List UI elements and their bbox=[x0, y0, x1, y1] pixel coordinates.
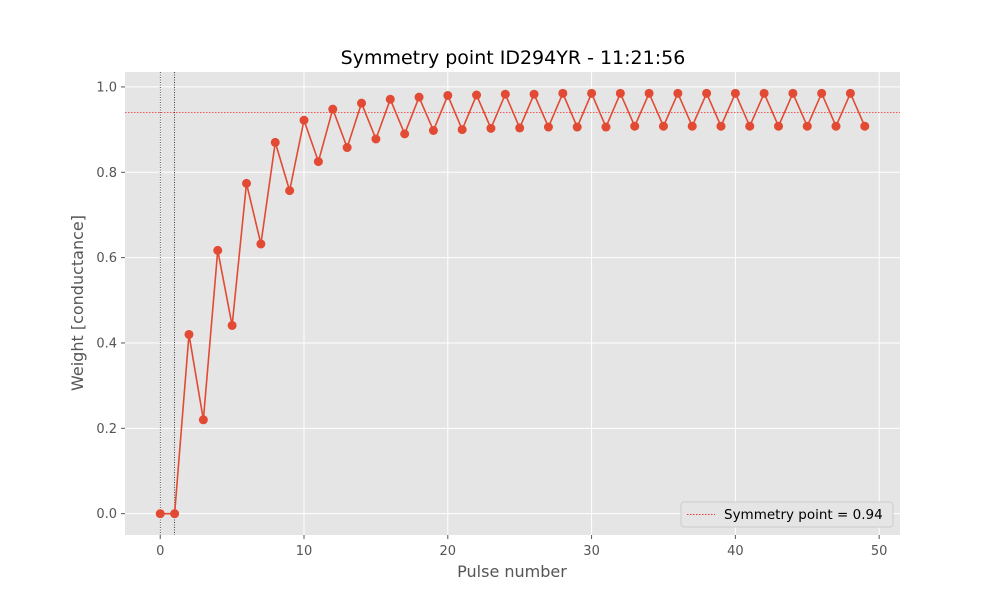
data-point bbox=[213, 245, 223, 255]
data-point bbox=[630, 121, 640, 131]
data-series bbox=[155, 88, 870, 519]
data-point bbox=[572, 122, 582, 132]
data-point bbox=[730, 88, 740, 98]
data-point bbox=[472, 90, 482, 100]
data-point bbox=[357, 98, 367, 108]
data-point bbox=[615, 88, 625, 98]
data-point bbox=[256, 239, 266, 249]
data-point bbox=[486, 123, 496, 133]
data-point bbox=[299, 115, 309, 125]
data-point bbox=[457, 125, 467, 135]
data-point bbox=[601, 122, 611, 132]
y-tick-label: 0.6 bbox=[96, 251, 117, 266]
data-point bbox=[285, 186, 295, 196]
legend-label: Symmetry point = 0.94 bbox=[724, 507, 883, 523]
data-point bbox=[428, 125, 438, 135]
y-tick-label: 0.8 bbox=[96, 166, 117, 181]
x-tick-label: 20 bbox=[440, 544, 457, 559]
y-axis-ticks: 0.0 0.2 0.4 0.6 0.8 1.0 bbox=[96, 80, 125, 522]
data-point bbox=[241, 178, 251, 188]
data-point bbox=[170, 509, 180, 519]
legend-box bbox=[680, 501, 894, 528]
y-tick-label: 0.0 bbox=[96, 507, 117, 522]
data-point bbox=[155, 509, 165, 519]
x-tick-label: 30 bbox=[583, 544, 600, 559]
x-tick-label: 10 bbox=[296, 544, 313, 559]
data-point bbox=[529, 89, 539, 99]
y-tick-label: 0.4 bbox=[96, 336, 117, 351]
data-point bbox=[831, 121, 841, 131]
data-point bbox=[414, 92, 424, 102]
data-point bbox=[817, 88, 827, 98]
data-point bbox=[400, 129, 410, 139]
data-point bbox=[198, 415, 208, 425]
series-line bbox=[160, 91, 866, 515]
data-point bbox=[716, 121, 726, 131]
data-point bbox=[385, 94, 395, 104]
x-axis-label: Pulse number bbox=[457, 562, 567, 581]
data-point bbox=[673, 88, 683, 98]
data-point bbox=[774, 121, 784, 131]
data-point bbox=[745, 121, 755, 131]
x-axis-ticks: 0 10 20 30 40 50 bbox=[156, 535, 887, 559]
x-tick-label: 40 bbox=[727, 544, 744, 559]
data-point bbox=[500, 89, 510, 99]
data-point bbox=[702, 88, 712, 98]
data-point bbox=[658, 121, 668, 131]
data-point bbox=[759, 88, 769, 98]
y-tick-label: 0.2 bbox=[96, 422, 117, 437]
data-point bbox=[587, 88, 597, 98]
data-point bbox=[515, 123, 525, 133]
data-point bbox=[558, 88, 568, 98]
x-tick-label: 50 bbox=[871, 544, 888, 559]
data-point bbox=[184, 329, 194, 339]
data-point bbox=[227, 320, 237, 330]
data-point bbox=[860, 121, 870, 131]
plot-area bbox=[125, 72, 900, 535]
data-point bbox=[644, 88, 654, 98]
data-point bbox=[788, 88, 798, 98]
data-point bbox=[687, 121, 697, 131]
chart-title: Symmetry point ID294YR - 11:21:56 bbox=[341, 47, 686, 69]
data-point bbox=[443, 90, 453, 100]
data-point bbox=[270, 137, 280, 147]
data-point bbox=[342, 143, 352, 153]
data-point bbox=[543, 122, 553, 132]
data-point bbox=[845, 88, 855, 98]
data-point bbox=[371, 134, 381, 144]
data-point bbox=[313, 157, 323, 167]
x-tick-label: 0 bbox=[156, 544, 164, 559]
legend: Symmetry point = 0.94 bbox=[680, 501, 894, 528]
data-point bbox=[802, 121, 812, 131]
y-axis-label: Weight [conductance] bbox=[68, 215, 87, 391]
data-point bbox=[328, 104, 338, 114]
y-tick-label: 1.0 bbox=[96, 80, 117, 95]
